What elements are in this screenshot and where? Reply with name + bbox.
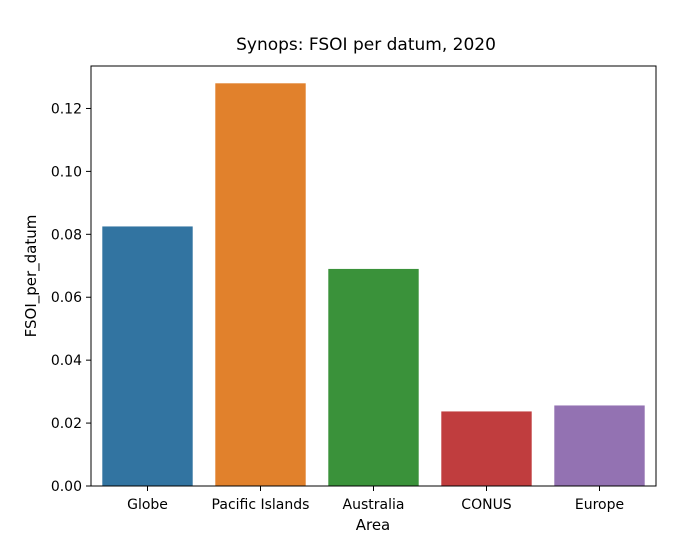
y-tick-label: 0.02 bbox=[51, 416, 82, 432]
bar-pacific-islands bbox=[215, 83, 306, 486]
x-tick-label: Globe bbox=[127, 497, 168, 513]
bar-europe bbox=[554, 405, 645, 486]
x-tick-label: CONUS bbox=[461, 497, 512, 513]
bar-globe bbox=[102, 226, 193, 486]
y-tick-label: 0.00 bbox=[51, 479, 82, 495]
x-tick-label: Pacific Islands bbox=[212, 497, 310, 513]
x-tick-label: Europe bbox=[575, 497, 624, 513]
chart-title: Synops: FSOI per datum, 2020 bbox=[236, 35, 496, 55]
y-tick-label: 0.08 bbox=[51, 227, 82, 243]
y-tick-label: 0.10 bbox=[51, 164, 82, 180]
x-tick-label: Australia bbox=[343, 497, 405, 513]
y-tick-label: 0.04 bbox=[51, 353, 82, 369]
bar-australia bbox=[328, 268, 419, 486]
x-axis: Globe Pacific Islands Australia CONUS Europe bbox=[127, 486, 624, 513]
y-axis: 0.00 0.02 0.04 0.06 0.08 0.10 0.12 bbox=[51, 101, 91, 495]
y-axis-label: FSOI_per_datum bbox=[22, 215, 41, 338]
bar-conus bbox=[441, 411, 532, 486]
x-axis-label: Area bbox=[356, 516, 391, 534]
bars-group bbox=[102, 83, 645, 486]
y-tick-label: 0.12 bbox=[51, 101, 82, 117]
y-tick-label: 0.06 bbox=[51, 290, 82, 306]
